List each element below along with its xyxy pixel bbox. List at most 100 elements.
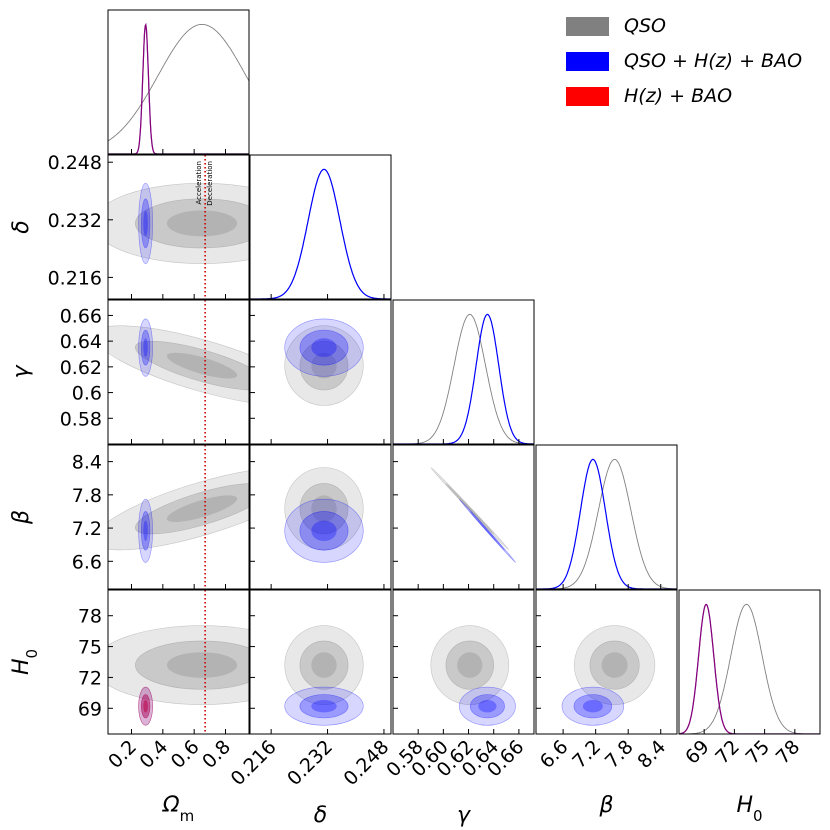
panel-frame [392,589,535,735]
contour-core-QSO+H(z)+BAO [478,700,497,713]
contour-1sigma-H(z)+BAO [141,694,151,719]
panel-background [250,590,391,734]
panel-frame [249,589,392,735]
contour-core-QSO [311,652,337,678]
contour-1sigma-QSO+H(z)+BAO [573,694,613,719]
contour-2sigma-QSO [430,467,510,551]
panel-om-om [107,9,250,155]
contour-1sigma-QSO+H(z)+BAO [299,329,349,366]
contour-core-QSO [311,495,337,522]
x-tick-label: 0.4 [135,736,172,773]
contour-2sigma-QSO [108,182,249,264]
panel-background [108,10,249,154]
panel-beta-delta [249,444,392,590]
density-line-QSO [108,23,249,142]
x-tick-label: 7.8 [601,736,638,773]
contour-1sigma-QSO [135,640,249,690]
contour-2sigma-QSO [284,625,364,705]
x-axis-om: 0.20.40.60.8Ωm [104,736,235,825]
panel-frame [535,444,678,590]
density-line-H(z)+BAO [679,603,820,734]
x-tick-label: 0.2 [104,736,141,773]
contour-1sigma-QSO+H(z)+BAO [469,511,505,551]
y-tick-label: 0.58 [60,408,102,430]
contour-1sigma-QSO+H(z)+BAO [299,511,349,551]
contour-2sigma-QSO+H(z)+BAO [138,318,153,377]
contour-2sigma-QSO+H(z)+BAO [284,318,364,377]
contour-2sigma-QSO+H(z)+BAO [458,498,516,563]
x-tick-label: 0.216 [227,736,281,790]
panel-h0-delta [249,589,392,735]
y-axis-label: β [9,510,34,525]
y-axis-label: γ [9,365,34,379]
annotation-acceleration: Acceleration [195,161,203,205]
panel-frame [249,444,392,590]
y-tick-label: 75 [78,637,102,659]
y-tick-label: 0.6 [72,383,102,405]
panel-background [108,300,249,444]
contour-core-QSO [601,652,628,678]
contour-core-QSO [166,495,238,522]
contour-1sigma-QSO [134,483,249,535]
contour-2sigma-QSO+H(z)+BAO [284,686,364,726]
contour-2sigma-QSO+H(z)+BAO [138,182,153,264]
panel-background [679,590,820,734]
x-axis-label: β [598,793,613,818]
contour-2sigma-QSO [573,625,656,705]
reference-annotations: Acceleration Deceleration [195,161,214,206]
contour-2sigma-QSO+H(z)+BAO [138,498,153,563]
contour-1sigma-QSO [135,340,249,391]
panel-frame [392,444,535,590]
density-line-QSO+H(z)+BAO [393,313,534,444]
panel-background [536,590,677,734]
legend-swatch-QSO+H(z)+BAO [566,52,609,71]
contour-2sigma-QSO+H(z)+BAO [284,498,364,563]
panel-frame [107,589,250,735]
panel-background [393,300,534,444]
panel-gamma-delta [249,299,392,445]
panel-beta-gamma [392,444,535,590]
contour-core-QSO [311,352,337,379]
contour-core-QSO [457,652,483,678]
x-tick-label: 0.8 [198,736,235,773]
y-axis-beta: 6.6 7.2 7.8 8.4 β [9,452,102,574]
contour-2sigma-H(z)+BAO [138,686,153,726]
x-tick-label: 6.6 [536,736,573,773]
contour-core-QSO+H(z)+BAO [143,210,148,237]
y-tick-label: 69 [78,698,102,720]
x-axis-label: γ [457,803,471,828]
x-axis-label-subscript: 0 [753,807,763,825]
panel-frame [392,299,535,445]
panel-frame [249,299,392,445]
legend-label-QSO+H(z)+BAO: QSO + H(z) + BAO [624,50,802,72]
y-axis-h0: 69 72 75 78 H0 [9,606,102,721]
contour-1sigma-QSO+H(z)+BAO [141,329,151,366]
x-tick-label: 0.232 [283,736,337,790]
panel-frame [249,154,392,300]
contour-2sigma-QSO [108,325,249,406]
contour-core-H(z)+BAO [143,700,148,713]
contour-1sigma-QSO [299,340,349,391]
x-axis-beta: 6.67.27.88.4 β [536,736,671,818]
contour-2sigma-QSO [430,625,510,705]
panel-gamma-gamma [392,299,535,445]
y-tick-label: 7.8 [72,485,102,507]
contour-2sigma-QSO+H(z)+BAO [561,686,625,726]
legend: QSO QSO + H(z) + BAO H(z) + BAO [566,15,802,107]
contour-2sigma-QSO [108,625,249,705]
panel-background [108,155,249,299]
contour-core-QSO+H(z)+BAO [311,520,337,541]
panel-gamma-om [107,299,250,445]
contour-2sigma-QSO [108,467,249,551]
panel-h0-gamma [392,589,535,735]
panel-delta-delta [249,154,392,300]
y-tick-label: 0.216 [48,267,102,289]
panel-h0-beta [535,589,678,735]
x-axis-label: δ [314,803,327,828]
panel-background [250,155,391,299]
panel-background [393,445,534,589]
y-tick-label: 78 [78,606,102,628]
